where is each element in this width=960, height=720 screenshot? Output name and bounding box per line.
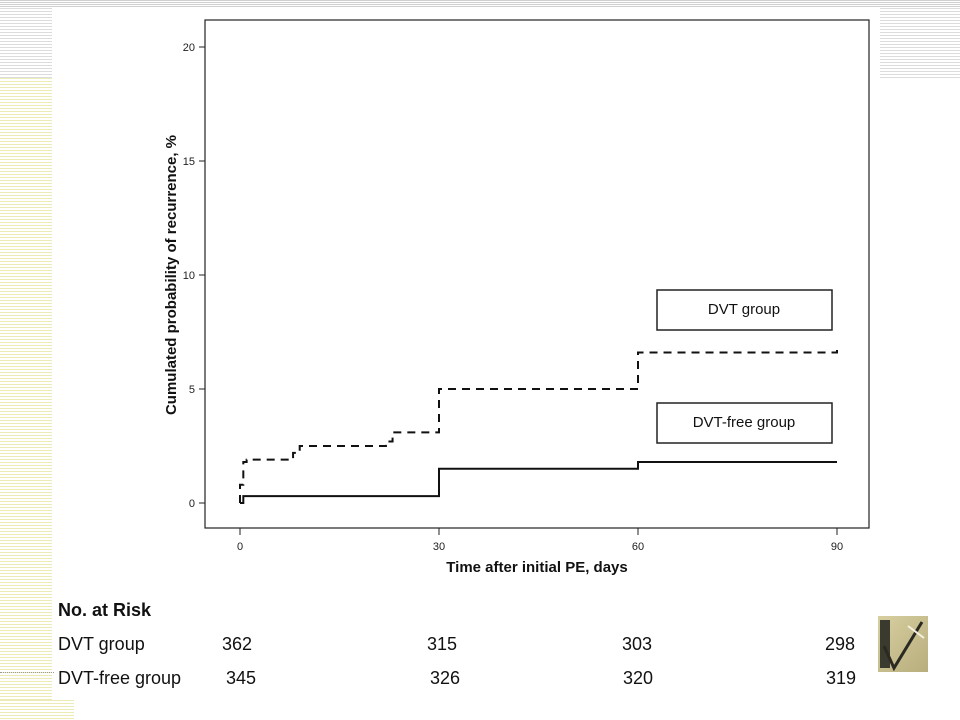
y-tick-label: 20 [183,42,195,54]
risk-value: 315 [427,634,458,654]
right-stripes [880,8,960,78]
risk-value: 319 [826,668,857,688]
y-axis: 0 5 10 15 20 [183,42,205,510]
series-lines [239,345,838,504]
x-tick-label: 30 [433,541,445,553]
y-tick-label: 0 [189,498,195,510]
risk-row-label-dvt-free: DVT-free group [58,668,182,688]
y-tick-label: 5 [189,384,195,396]
y-tick-label: 15 [183,156,195,168]
plot-frame [204,19,870,529]
y-tick-label: 10 [183,270,195,282]
risk-value: 326 [430,668,461,688]
y-axis-label: Cumulated probability of recurrence, % [163,135,180,415]
x-axis: 0 30 60 90 [237,528,843,553]
risk-table-header: No. at Risk [58,600,152,620]
legend-dvt-group: DVT group [656,289,833,331]
x-tick-label: 60 [632,541,644,553]
x-tick-label: 90 [831,541,843,553]
left-top-stripes [0,8,52,78]
series-line-dvt-group [239,345,838,503]
x-axis-label: Time after initial PE, days [446,559,627,576]
risk-value: 303 [622,634,653,654]
top-stripes [0,0,960,8]
checkmark-pen-icon [878,616,928,672]
series-line-dvt-free-group [240,460,837,504]
bottom-stripes [0,700,74,720]
risk-value: 298 [825,634,856,654]
x-tick-label: 0 [237,541,243,553]
risk-value: 362 [222,634,253,654]
km-chart: 0 5 10 15 20 0 30 60 90 Cumulated probability o… [163,19,870,576]
legend-dvt-free-group: DVT-free group [656,402,833,444]
left-stripes [0,78,52,720]
risk-value: 345 [226,668,257,688]
dotted-divider [0,672,54,673]
risk-row-label-dvt: DVT group [58,634,145,654]
legend-dvt-group-label: DVT group [708,301,780,318]
risk-value: 320 [623,668,654,688]
legend-dvt-free-group-label: DVT-free group [693,414,796,431]
